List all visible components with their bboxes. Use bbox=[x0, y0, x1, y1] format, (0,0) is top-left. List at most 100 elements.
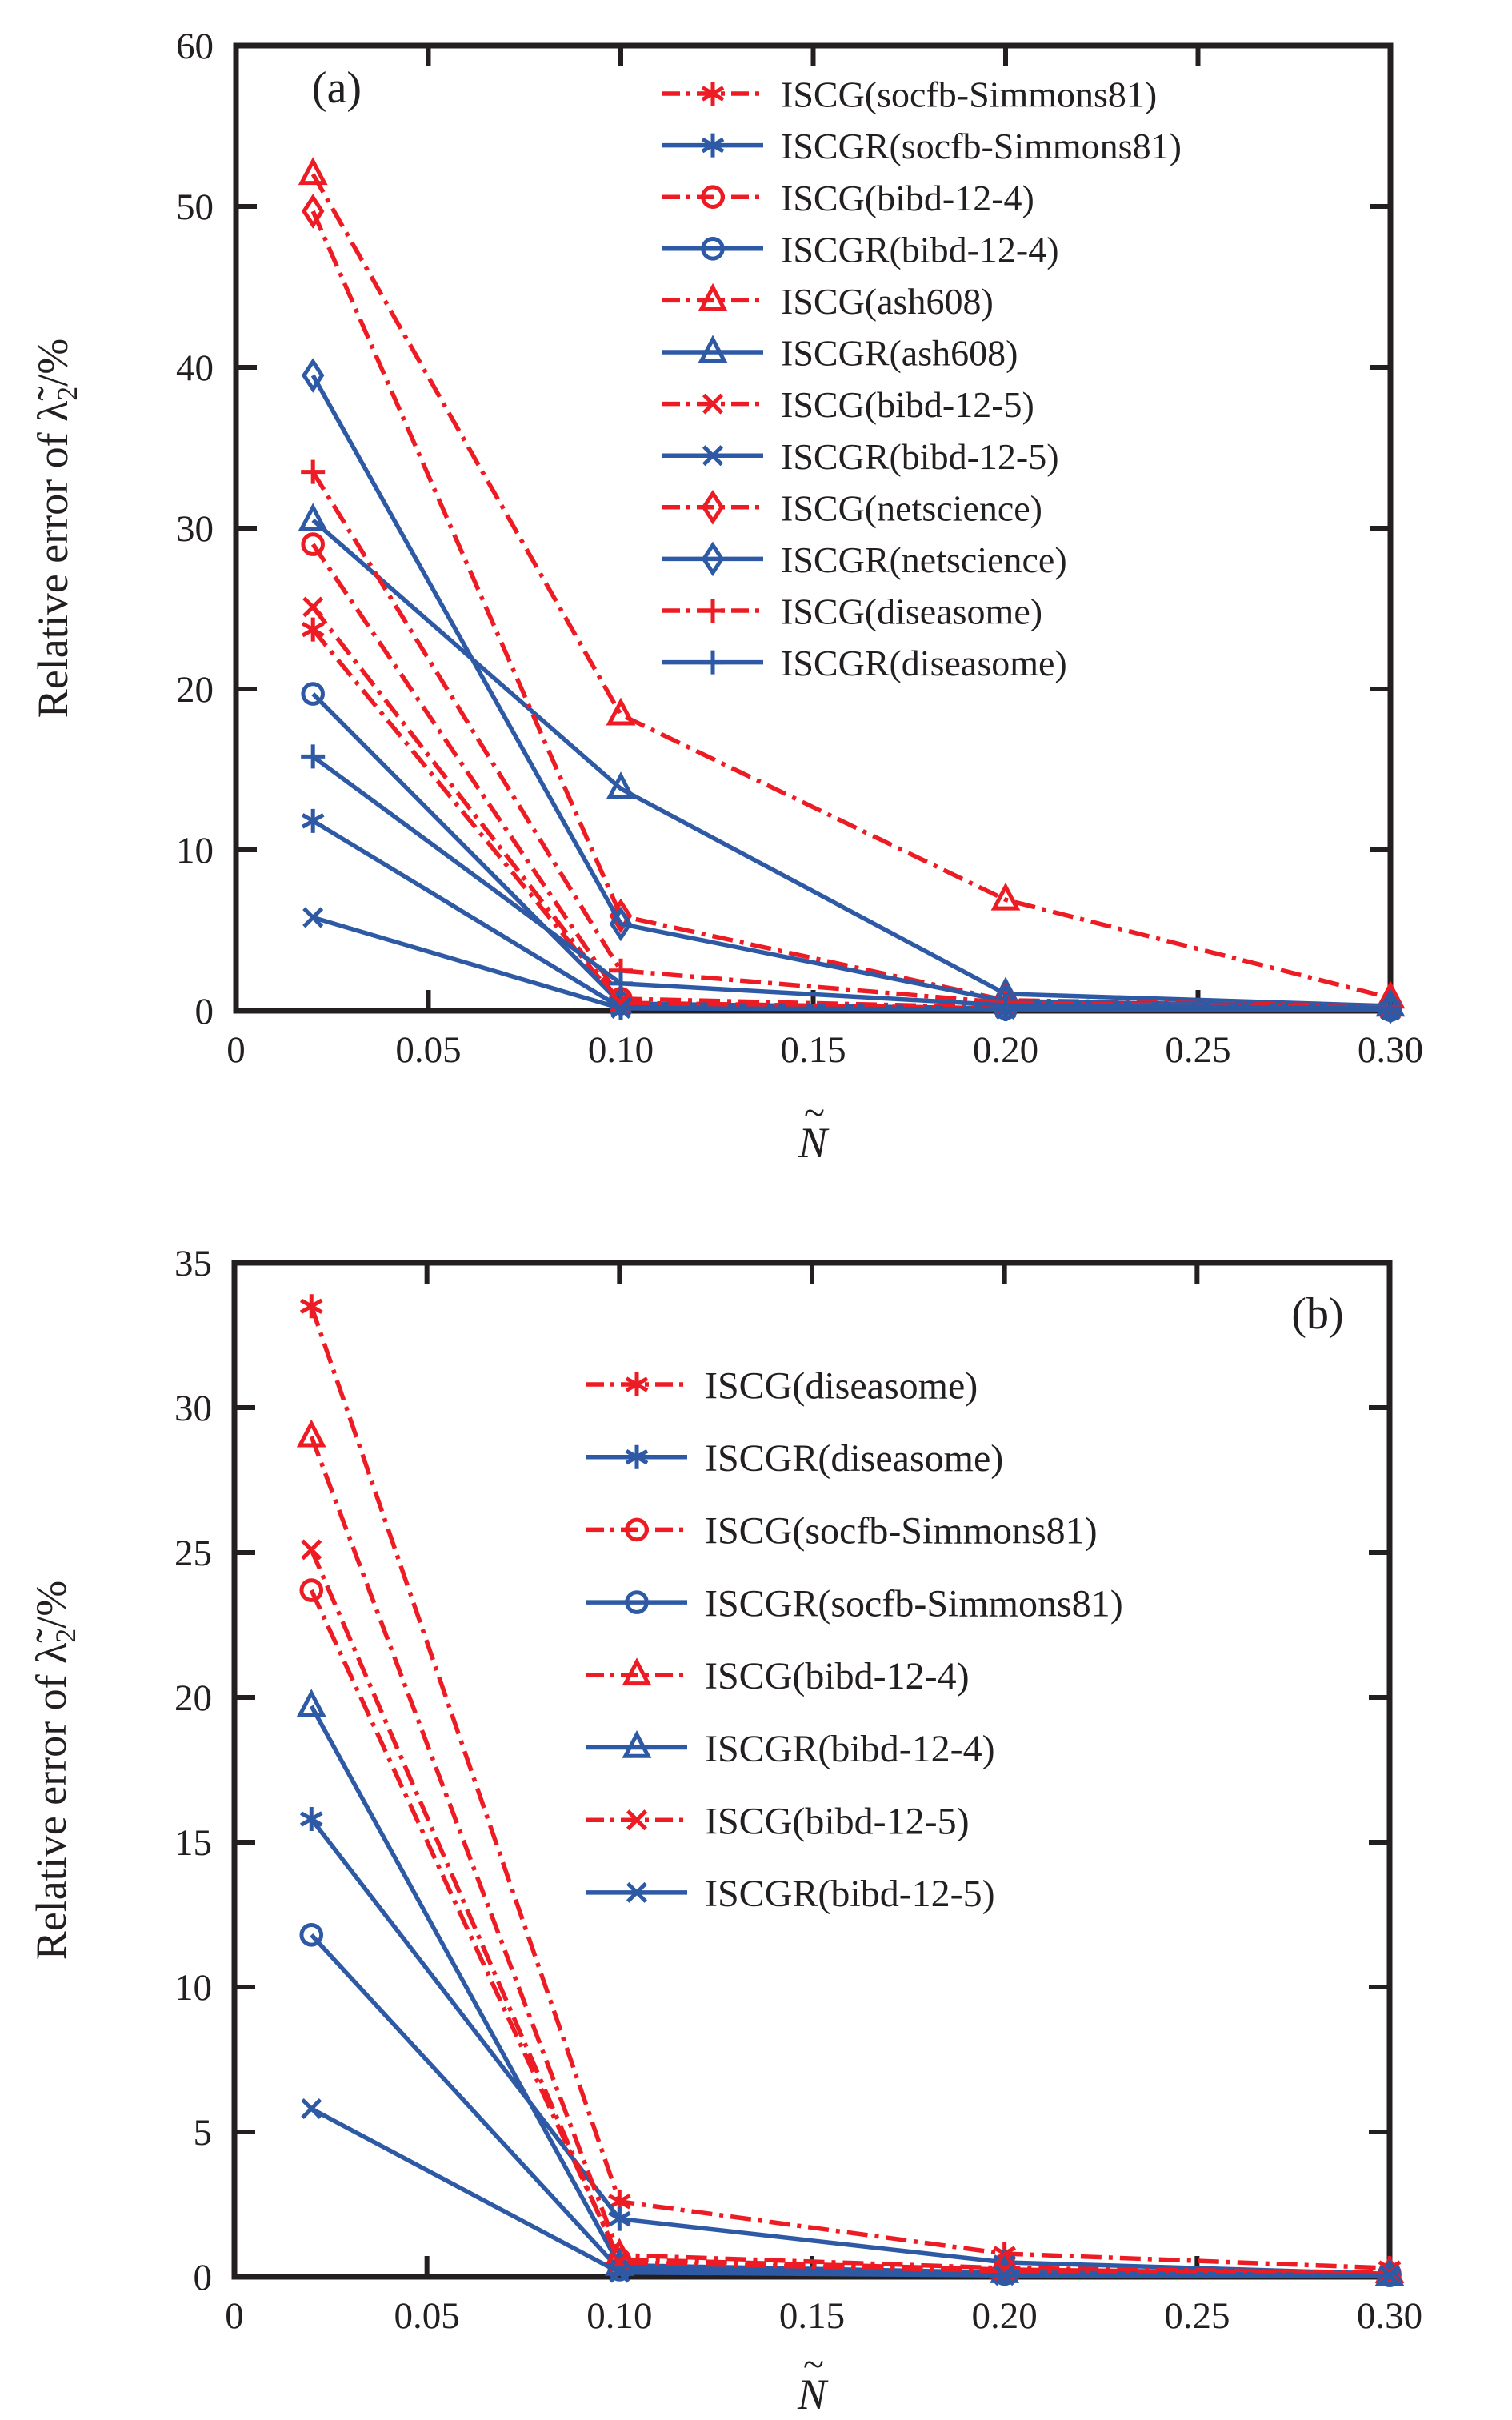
series-marker bbox=[298, 157, 328, 186]
legend-entry: ISCGR(socfb-Simmons81) bbox=[586, 1582, 1123, 1625]
legend-marker-asterisk-icon bbox=[625, 1372, 649, 1396]
series-marker bbox=[609, 2262, 630, 2283]
series-marker bbox=[1378, 996, 1402, 1020]
series-marker bbox=[301, 532, 326, 556]
y-tick-label: 30 bbox=[176, 508, 214, 550]
legend-label: ISCGR(diseasome) bbox=[781, 643, 1067, 683]
x-tick-label: 0.05 bbox=[394, 2295, 460, 2337]
x-tick-label: 0.10 bbox=[586, 2295, 652, 2337]
legend-marker-x-icon bbox=[626, 1809, 648, 1831]
series-line bbox=[311, 518, 1391, 1008]
y-tick-label: 50 bbox=[176, 186, 214, 228]
series-marker bbox=[994, 2265, 1015, 2286]
legend-label: ISCG(ash608) bbox=[781, 281, 994, 322]
legend-entry: ISCG(ash608) bbox=[662, 281, 994, 322]
series-marker bbox=[606, 697, 636, 726]
series-marker bbox=[301, 682, 326, 706]
series-marker bbox=[994, 992, 1018, 1017]
series-marker bbox=[299, 1294, 323, 1319]
y-tick-label: 0 bbox=[195, 991, 214, 1032]
legend-entry: ISCGR(bibd-12-4) bbox=[586, 1728, 995, 1770]
series-marker bbox=[298, 503, 328, 531]
series-line bbox=[310, 2106, 1390, 2278]
y-tick-label: 30 bbox=[174, 1388, 212, 1429]
legend-label: ISCG(bibd-12-5) bbox=[781, 384, 1034, 425]
x-tick-label: 0.30 bbox=[1358, 1029, 1423, 1071]
legend-entry: ISCG(bibd-12-4) bbox=[662, 178, 1034, 218]
legend-marker-plus-icon bbox=[701, 599, 725, 623]
legend-label: ISCG(socfb-Simmons81) bbox=[781, 74, 1157, 115]
legend-entry: ISCG(netscience) bbox=[662, 487, 1042, 528]
series-line bbox=[310, 471, 1391, 1010]
series-line bbox=[311, 692, 1391, 1012]
y-tick-label: 20 bbox=[176, 669, 214, 711]
legend-label: ISCGR(bibd-12-4) bbox=[705, 1728, 995, 1770]
series-line bbox=[310, 1933, 1390, 2278]
legend-marker-triangle-icon bbox=[622, 1657, 652, 1686]
series-marker bbox=[299, 1807, 323, 1832]
y-tick-label: 0 bbox=[194, 2257, 213, 2298]
legend-entry: ISCGR(ash608) bbox=[662, 333, 1018, 374]
y-tick-label: 20 bbox=[174, 1677, 212, 1719]
legend-marker-triangle-icon bbox=[622, 1729, 652, 1758]
legend-entry: ISCG(socfb-Simmons81) bbox=[662, 74, 1157, 115]
chart-a: 0 0.05 0.10 0.15 0.20 0.25 0.30 0 10 20 30 40 50 60 IS… bbox=[29, 26, 1423, 1167]
legend-entry: ISCGR(diseasome) bbox=[586, 1437, 1003, 1480]
series-marker bbox=[301, 194, 325, 229]
series-marker bbox=[302, 596, 324, 618]
x-tick-label: 0.30 bbox=[1357, 2295, 1422, 2337]
legend-label: ISCG(diseasome) bbox=[781, 591, 1042, 632]
y-tick-label: 10 bbox=[174, 1967, 212, 2009]
series-line bbox=[311, 755, 1391, 1011]
series-line bbox=[309, 1305, 1390, 2270]
panel-label: (b) bbox=[1291, 1289, 1343, 1339]
legend-label: ISCGR(ash608) bbox=[781, 333, 1018, 374]
y-axis-label: Relative error of λ̃2/% bbox=[27, 1581, 82, 1961]
legend-label: ISCG(bibd-12-5) bbox=[705, 1800, 970, 1842]
legend-entry: ISCG(socfb-Simmons81) bbox=[586, 1510, 1098, 1553]
legend-marker-x-icon bbox=[702, 393, 724, 415]
x-axis-label-tilde: ~ bbox=[803, 2343, 824, 2386]
legend-label: ISCGR(netscience) bbox=[781, 539, 1067, 580]
axis-ticks bbox=[232, 1260, 1392, 2279]
legend-entry: ISCG(diseasome) bbox=[586, 1364, 978, 1407]
legend-label: ISCG(diseasome) bbox=[705, 1364, 978, 1407]
series-marker bbox=[296, 1689, 326, 1717]
legend-label: ISCGR(socfb-Simmons81) bbox=[781, 126, 1182, 166]
legend-marker-asterisk-icon bbox=[701, 82, 725, 106]
legend-label: ISCG(netscience) bbox=[781, 487, 1042, 528]
y-tick-label: 35 bbox=[174, 1243, 212, 1284]
y-tick-label: 40 bbox=[176, 347, 214, 389]
y-tick-label: 60 bbox=[176, 26, 214, 67]
legend-marker-circle-icon bbox=[701, 185, 725, 209]
x-tick-label: 0.25 bbox=[1165, 1029, 1230, 1071]
series-line bbox=[310, 210, 1391, 1008]
series-line bbox=[312, 915, 1391, 1012]
x-tick-label: 0.05 bbox=[395, 1029, 461, 1071]
series-marker bbox=[1378, 2265, 1401, 2286]
legend-entry: ISCG(bibd-12-4) bbox=[586, 1655, 970, 1697]
x-axis-label: N bbox=[798, 1119, 830, 1167]
series-marker bbox=[610, 997, 632, 1020]
legend-marker-triangle-icon bbox=[698, 335, 728, 363]
legend-entry: ISCGR(socfb-Simmons81) bbox=[662, 126, 1182, 166]
series-marker bbox=[1378, 989, 1402, 1024]
series-marker bbox=[296, 1419, 326, 1448]
series-marker bbox=[301, 1539, 322, 1561]
legend-label: ISCG(bibd-12-4) bbox=[705, 1655, 970, 1697]
legend-marker-asterisk-icon bbox=[625, 1444, 649, 1469]
legend-entry: ISCGR(bibd-12-5) bbox=[586, 1873, 995, 1915]
series-marker bbox=[301, 617, 325, 642]
series-marker bbox=[990, 882, 1021, 911]
legend-entry: ISCGR(bibd-12-4) bbox=[662, 229, 1059, 270]
legend-label: ISCGR(bibd-12-5) bbox=[705, 1873, 995, 1915]
legend-marker-asterisk-icon bbox=[701, 133, 725, 158]
x-axis-label-tilde: ~ bbox=[804, 1092, 825, 1134]
series-line bbox=[309, 1705, 1390, 2278]
y-tick-label: 25 bbox=[174, 1533, 212, 1574]
legend-marker-circle-icon bbox=[701, 236, 725, 261]
series-line bbox=[309, 1436, 1390, 2275]
x-tick-label: 0 bbox=[225, 2295, 244, 2337]
